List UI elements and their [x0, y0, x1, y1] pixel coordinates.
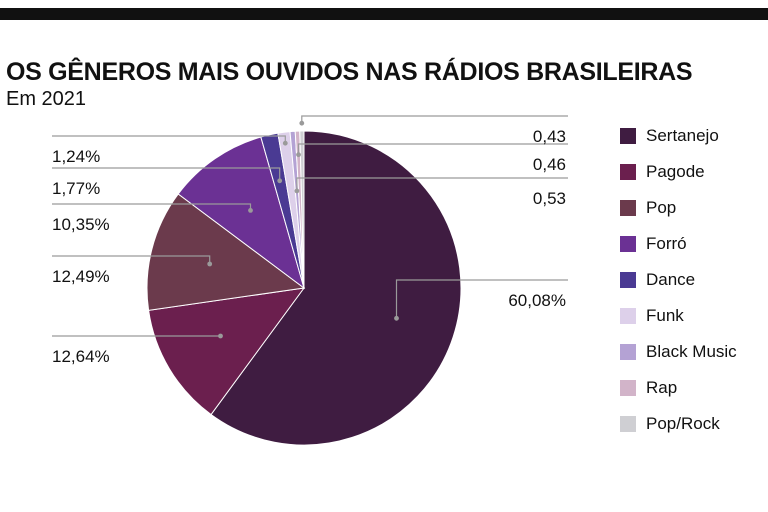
- legend-swatch: [620, 164, 636, 180]
- leader-dot-pagode: [218, 333, 223, 339]
- legend-label: Forró: [646, 234, 687, 253]
- leader-dot-dance: [277, 178, 283, 184]
- data-label-dance: 1,77%: [52, 179, 100, 198]
- leader-dot-pop-rock: [299, 120, 305, 126]
- legend-label: Pagode: [646, 162, 705, 181]
- legend-label: Black Music: [646, 342, 737, 361]
- legend-item-forr: Forró: [620, 226, 737, 262]
- pie-slice-sertanejo: [210, 130, 462, 446]
- chart-title: OS GÊNEROS MAIS OUVIDOS NAS RÁDIOS BRASI…: [6, 58, 693, 86]
- leader-line-rap: [297, 143, 568, 155]
- legend-swatch: [620, 308, 636, 324]
- data-label-pop-rock: 0,43: [533, 127, 566, 146]
- leader-dot-funk: [282, 140, 288, 146]
- legend-item-pop: Pop: [620, 190, 737, 226]
- legend-label: Dance: [646, 270, 696, 289]
- legend-item-dance: Dance: [620, 262, 737, 298]
- data-label-pop: 12,49%: [52, 267, 110, 286]
- legend-swatch: [620, 380, 636, 396]
- legend-label: Rap: [646, 378, 678, 397]
- pie-slice-pop-rock: [299, 130, 305, 289]
- legend-item-rap: Rap: [620, 370, 737, 406]
- legend-label: Pop: [646, 198, 677, 217]
- leader-line-dance: [52, 167, 281, 181]
- leader-line-pop: [52, 255, 211, 264]
- legend-item-funk: Funk: [620, 298, 737, 334]
- legend-label: Pop/Rock: [646, 414, 720, 433]
- pie-slice-forr: [177, 136, 305, 290]
- legend-swatch: [620, 272, 636, 288]
- leader-line-pop-rock: [301, 115, 568, 124]
- leader-dot-forr: [248, 208, 253, 213]
- legend-item-pagode: Pagode: [620, 154, 737, 190]
- data-label-funk: 1,24%: [52, 147, 100, 166]
- legend-item-sertanejo: Sertanejo: [620, 118, 737, 154]
- data-label-rap: 0,46: [533, 155, 566, 174]
- data-label-forr: 10,35%: [52, 215, 110, 234]
- top-bar: [0, 8, 768, 20]
- legend-label: Sertanejo: [646, 126, 719, 145]
- data-label-black-music: 0,53: [533, 189, 566, 208]
- legend-swatch: [620, 200, 636, 216]
- leader-line-black-music: [296, 177, 568, 191]
- legend-swatch: [620, 236, 636, 252]
- legend-item-pop-rock: Pop/Rock: [620, 406, 737, 442]
- legend-swatch: [620, 128, 636, 144]
- legend-label: Funk: [646, 306, 684, 325]
- legend: Sertanejo Pagode Pop Forró Dance Funk Black Mu…: [620, 118, 737, 442]
- legend-swatch: [620, 416, 636, 432]
- pie-slice-pagode: [148, 287, 306, 416]
- leader-dot-rap: [296, 152, 301, 158]
- leader-dot-black-music: [294, 188, 300, 194]
- chart-subtitle: Em 2021: [6, 88, 87, 110]
- legend-item-black-music: Black Music: [620, 334, 737, 370]
- leader-line-sertanejo: [395, 279, 568, 319]
- legend-swatch: [620, 344, 636, 360]
- pie-slice-pop: [146, 193, 306, 311]
- data-label-sertanejo: 60,08%: [508, 291, 566, 310]
- leader-dot-pop: [207, 261, 213, 267]
- data-label-pagode: 12,64%: [52, 347, 110, 366]
- leader-dot-sertanejo: [394, 315, 399, 321]
